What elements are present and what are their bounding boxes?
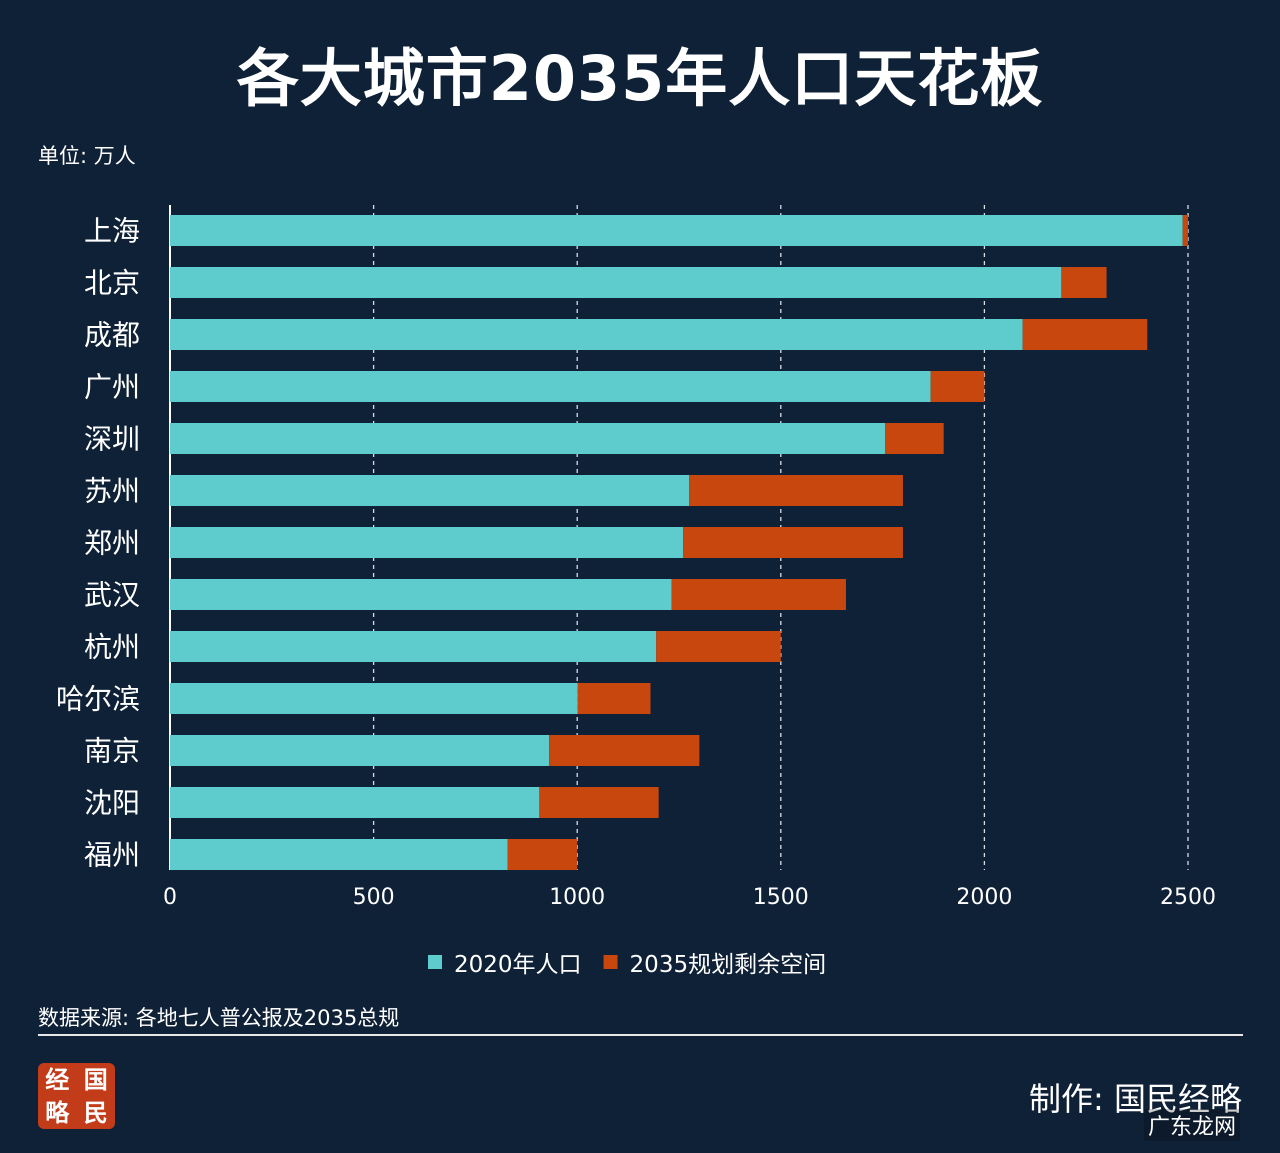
category-label: 武汉 xyxy=(84,579,140,612)
category-label: 广州 xyxy=(84,371,140,404)
category-label: 郑州 xyxy=(84,527,140,560)
bar-2020-population xyxy=(170,735,550,766)
bar-2020-population xyxy=(170,215,1183,246)
bar-2020-population xyxy=(170,839,508,870)
category-label: 杭州 xyxy=(84,631,140,664)
category-label: 深圳 xyxy=(84,423,140,456)
category-label: 福州 xyxy=(84,839,140,872)
x-tick-label: 1500 xyxy=(753,885,809,910)
divider xyxy=(38,1034,1243,1036)
bar-2035-remaining xyxy=(549,735,700,766)
data-source: 数据来源: 各地七人普公报及2035总规 xyxy=(38,1006,400,1030)
x-tick-label: 0 xyxy=(163,885,177,910)
category-label: 成都 xyxy=(84,319,140,352)
bar-2035-remaining xyxy=(577,683,651,714)
bar-2035-remaining xyxy=(539,787,659,818)
bar-2020-population xyxy=(170,527,684,558)
logo: 经 国 略 民 xyxy=(38,1063,115,1129)
category-label: 南京 xyxy=(84,735,140,768)
x-tick-label: 2000 xyxy=(956,885,1012,910)
bar-2035-remaining xyxy=(656,631,781,662)
legend-swatch xyxy=(603,955,618,969)
logo-char: 国 xyxy=(83,1065,108,1094)
x-tick-label: 1000 xyxy=(549,885,605,910)
bar-2020-population xyxy=(170,267,1062,298)
bar-2020-population xyxy=(170,423,886,454)
logo-char: 略 xyxy=(45,1098,70,1127)
unit-label: 单位: 万人 xyxy=(38,144,136,168)
legend-swatch xyxy=(428,955,442,969)
bar-2035-remaining xyxy=(885,423,944,454)
bar-2035-remaining xyxy=(507,839,578,870)
category-label: 哈尔滨 xyxy=(56,683,140,716)
bar-2020-population xyxy=(170,579,672,610)
bar-2035-remaining xyxy=(930,371,985,402)
watermark: 广东龙网 xyxy=(1143,1109,1240,1141)
legend-label: 2020年人口 xyxy=(454,952,582,978)
category-label: 苏州 xyxy=(84,475,140,508)
bar-2035-remaining xyxy=(671,579,846,610)
bar-chart: 0 500 1000 1500 2000 2500 上海北京成都广州深圳苏州郑州武汉杭州哈尔… xyxy=(56,205,1216,978)
chart-title: 各大城市2035年人口天花板 xyxy=(236,42,1044,115)
category-label: 北京 xyxy=(84,267,140,300)
bar-2020-population xyxy=(170,319,1023,350)
bar-2020-population xyxy=(170,631,657,662)
category-label: 沈阳 xyxy=(84,787,140,820)
bar-2035-remaining xyxy=(689,475,903,506)
bar-2020-population xyxy=(170,683,578,714)
x-tick-label: 500 xyxy=(353,885,395,910)
bar-2020-population xyxy=(170,787,540,818)
bar-2035-remaining xyxy=(683,527,903,558)
logo-char: 民 xyxy=(83,1098,108,1127)
bar-2035-remaining xyxy=(1182,215,1188,246)
maker-credit: 制作: 国民经略 xyxy=(1029,1080,1242,1118)
bar-2035-remaining xyxy=(1022,319,1148,350)
bar-2020-population xyxy=(170,371,931,402)
x-tick-label: 2500 xyxy=(1160,885,1216,910)
logo-char: 经 xyxy=(45,1065,70,1094)
category-label: 上海 xyxy=(84,215,140,248)
bar-2035-remaining xyxy=(1061,267,1107,298)
legend-label: 2035规划剩余空间 xyxy=(630,952,827,978)
bar-2020-population xyxy=(170,475,690,506)
